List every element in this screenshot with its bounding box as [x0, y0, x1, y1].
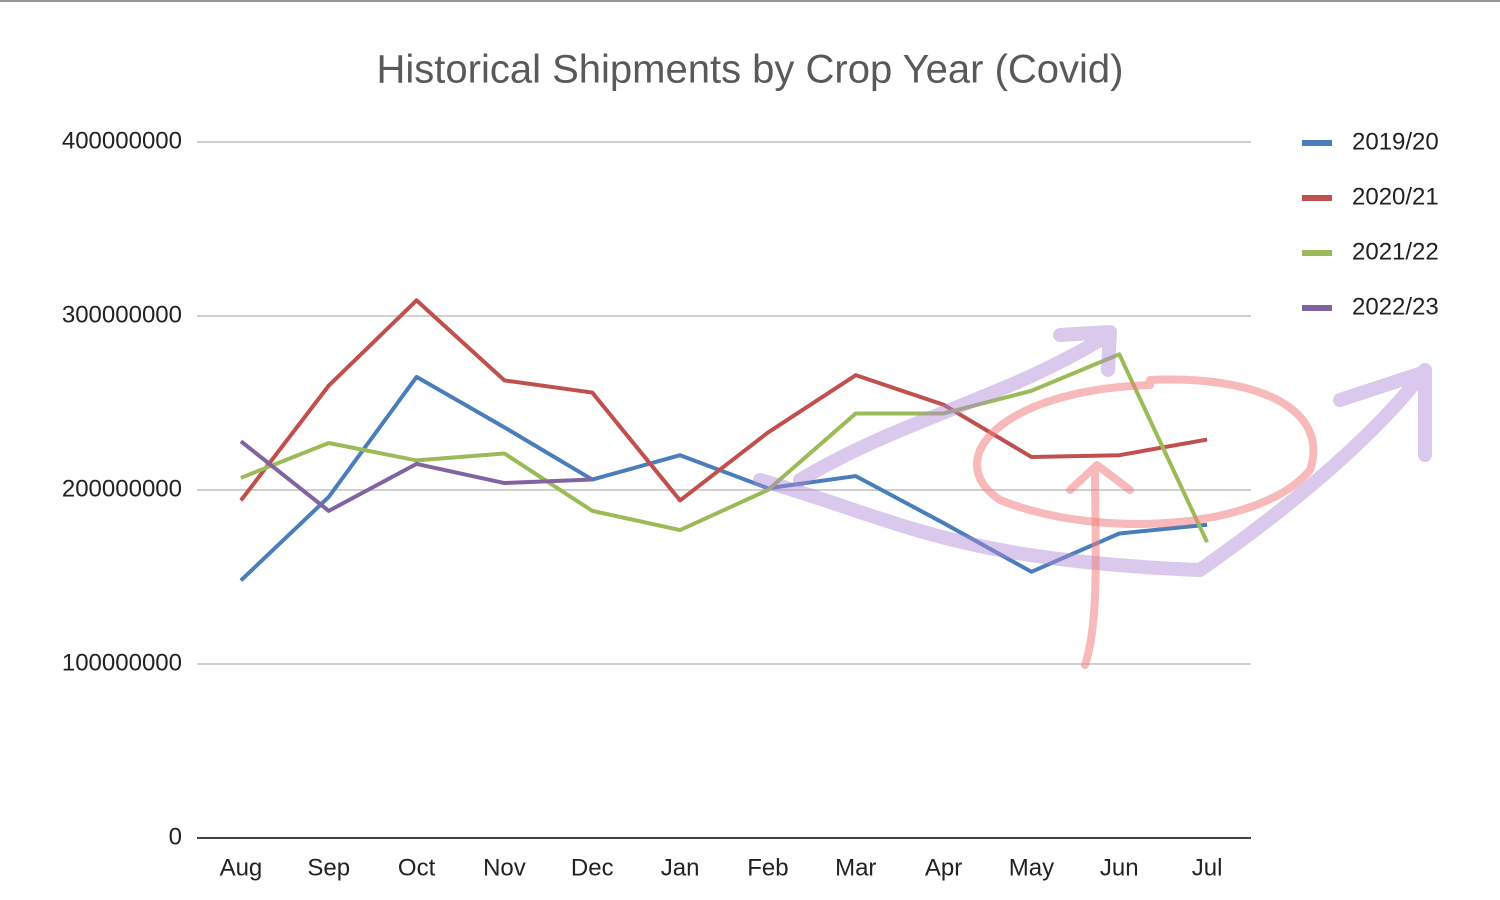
series-line [239, 298, 1208, 503]
x-tick-label: Dec [571, 854, 614, 881]
x-tick-label: Mar [835, 854, 876, 881]
x-tick-label: Oct [398, 854, 436, 881]
x-tick-label: May [1009, 854, 1054, 881]
annotation-arrow [1066, 461, 1134, 669]
plot-area: 0 100000000 200000000 300000000 400000000 Aug… [62, 127, 1439, 881]
x-tick-label: Apr [925, 854, 962, 881]
annotation-arrow [753, 363, 1432, 577]
series-line [239, 374, 1208, 582]
legend-label: 2022/23 [1352, 293, 1439, 320]
y-tick-label: 400000000 [62, 127, 182, 154]
legend-label: 2020/21 [1352, 183, 1439, 210]
y-tick-label: 300000000 [62, 301, 182, 328]
y-tick-label: 100000000 [62, 649, 182, 676]
y-tick-label: 0 [169, 823, 182, 850]
series-line [239, 439, 593, 513]
legend-label: 2021/22 [1352, 238, 1439, 265]
x-tick-label: Jan [661, 854, 700, 881]
x-tick-label: Feb [747, 854, 788, 881]
chart-title: Historical Shipments by Crop Year (Covid… [377, 48, 1124, 92]
x-tick-label: Jun [1100, 854, 1139, 881]
x-tick-label: Nov [483, 854, 526, 881]
annotation-circle [973, 375, 1318, 528]
x-tick-label: Jul [1192, 854, 1223, 881]
x-tick-label: Aug [220, 854, 263, 881]
annotations [753, 325, 1432, 669]
series-line [240, 352, 1209, 544]
legend-label: 2019/20 [1352, 128, 1439, 155]
x-tick-label: Sep [307, 854, 350, 881]
y-tick-label: 200000000 [62, 475, 182, 502]
annotation-arrow [793, 325, 1117, 487]
